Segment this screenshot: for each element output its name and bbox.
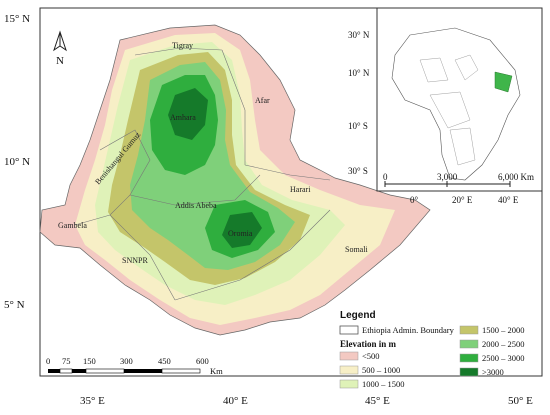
inset-lon-tick-label: 20° E: [452, 195, 473, 205]
inset-africa-map: 30° N 10° N 10° S 30° S 0 3,000 6,000 Km: [348, 7, 543, 192]
region-label-snnpr: SNNPR: [122, 256, 148, 265]
scalebar-label: 300: [120, 356, 133, 366]
legend-swatch-1500-2000: [459, 325, 479, 335]
region-label-addis-abeba: Addis Abeba: [175, 201, 217, 210]
scalebar-label: 600: [196, 356, 209, 366]
inset-africa-outline: [391, 27, 521, 181]
legend-label-1500-2000: 1500 – 2000: [482, 325, 525, 335]
scalebar-label: 450: [158, 356, 171, 366]
legend-elevation-title: Elevation in m: [340, 339, 397, 349]
inset-lat-tick-label: 30° S: [348, 166, 368, 176]
inset-scale-label: 6,000 Km: [498, 172, 534, 182]
north-arrow-icon: N: [53, 30, 67, 67]
lon-tick-label: 50° E: [508, 395, 533, 407]
legend-swatch-2000-2500: [459, 339, 479, 349]
legend-swatch-1000-1500: [339, 379, 359, 389]
lat-tick-label: 10° N: [4, 156, 30, 168]
scalebar-unit: Km: [210, 366, 223, 376]
region-label-afar: Afar: [255, 96, 270, 105]
region-label-gambela: Gambela: [58, 221, 87, 230]
inset-lon-tick-label: 40° E: [498, 195, 519, 205]
scalebar-label: 75: [62, 356, 71, 366]
legend-label-1000-1500: 1000 – 1500: [362, 379, 405, 389]
legend-boundary-swatch: [339, 325, 359, 335]
legend-label-2500-3000: 2500 – 3000: [482, 353, 525, 363]
region-label-tigray: Tigray: [172, 41, 193, 50]
region-label-amhara: Amhara: [170, 113, 196, 122]
region-label-somali: Somali: [345, 245, 368, 254]
inset-scale-label: 3,000: [437, 172, 458, 182]
scalebar-label: 0: [46, 356, 50, 366]
region-label-harari: Harari: [290, 185, 311, 194]
inset-ethiopia-highlight: [494, 71, 513, 93]
lat-tick-label: 15° N: [4, 13, 30, 25]
inset-lat-tick-label: 30° N: [348, 30, 370, 40]
scalebar-label: 150: [83, 356, 96, 366]
legend-label-2000-2500: 2000 – 2500: [482, 339, 525, 349]
legend-label-500-1000: 500 – 1000: [362, 365, 400, 375]
scalebar: 0 75 150 300 450 600 Km: [46, 356, 223, 376]
inset-lat-tick-label: 10° S: [348, 121, 368, 131]
region-label-oromia: Oromia: [228, 229, 253, 238]
legend-boundary-label: Ethiopia Admin. Boundary: [362, 325, 455, 335]
legend-swatch-gt3000: [459, 367, 479, 377]
legend-swatch-500-1000: [339, 365, 359, 375]
inset-lat-tick-label: 10° N: [348, 68, 370, 78]
lon-tick-label: 45° E: [365, 395, 390, 407]
lon-tick-label: 35° E: [80, 395, 105, 407]
lon-tick-label: 40° E: [223, 395, 248, 407]
lat-tick-label: 5° N: [4, 299, 25, 311]
legend-label-gt3000: >3000: [482, 367, 504, 377]
inset-scale-label: 0: [383, 172, 388, 182]
legend-label-lt500: <500: [362, 351, 380, 361]
legend-swatch-2500-3000: [459, 353, 479, 363]
legend-title: Legend: [340, 310, 376, 321]
legend-swatch-lt500: [339, 351, 359, 361]
inset-lon-tick-label: 0°: [410, 195, 419, 205]
elev-above-3000: [168, 88, 262, 248]
legend: Legend Ethiopia Admin. Boundary Elevatio…: [339, 310, 525, 389]
admin-boundaries: [74, 47, 331, 301]
north-arrow-label: N: [56, 55, 64, 67]
